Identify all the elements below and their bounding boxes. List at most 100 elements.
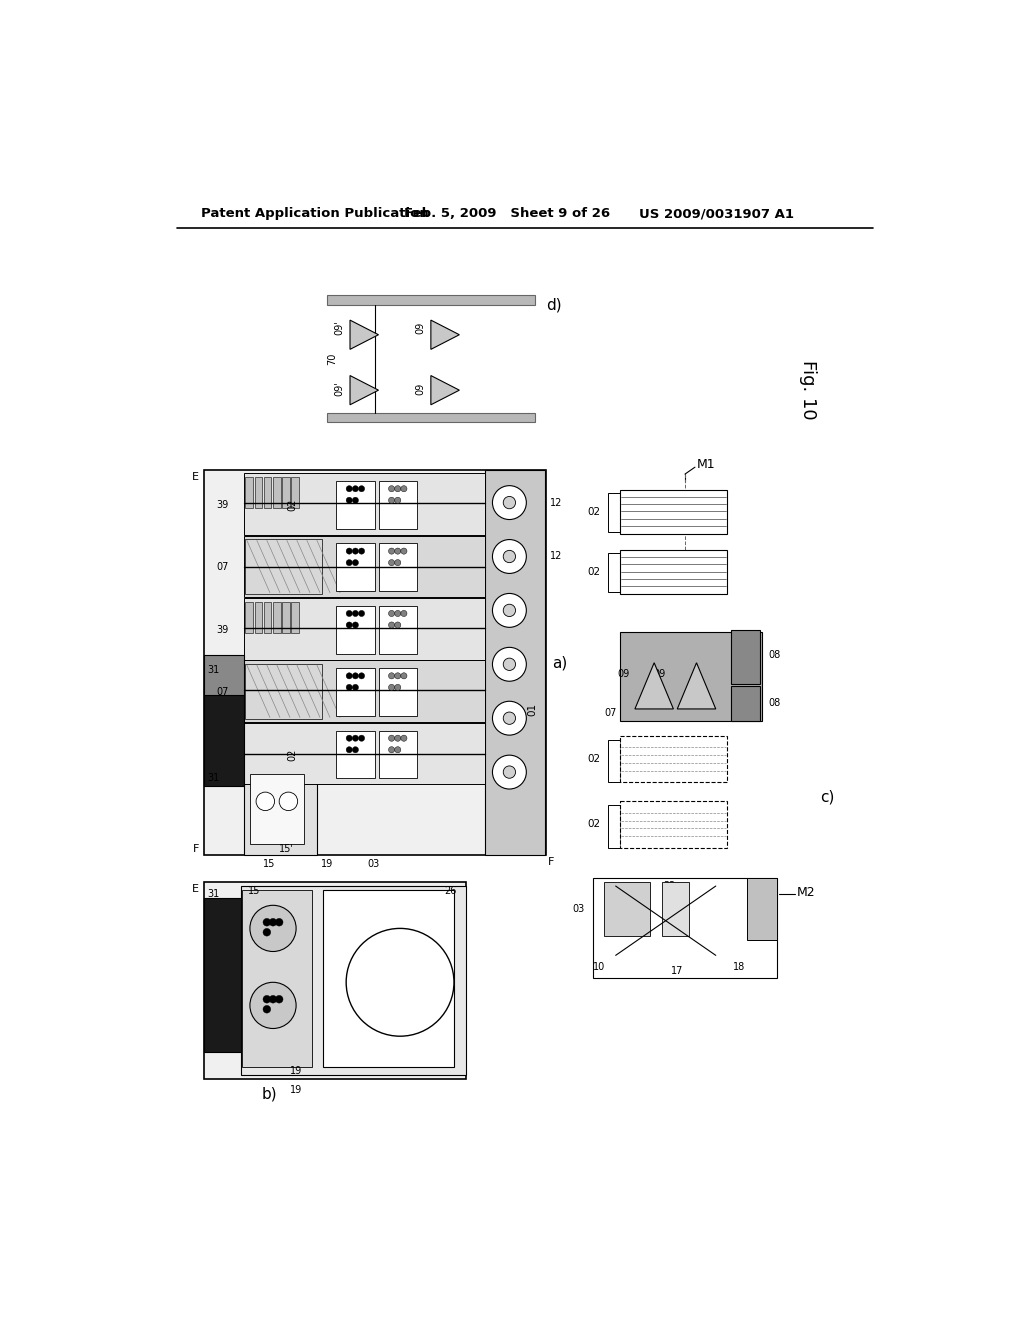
Bar xyxy=(244,598,484,660)
Bar xyxy=(241,886,466,1074)
Circle shape xyxy=(388,610,394,616)
Bar xyxy=(746,878,777,940)
Circle shape xyxy=(400,673,407,678)
Text: 09': 09' xyxy=(335,381,345,396)
Text: 02: 02 xyxy=(587,507,600,517)
Bar xyxy=(204,693,244,785)
Bar xyxy=(204,470,547,855)
Circle shape xyxy=(250,906,296,952)
Bar xyxy=(336,544,375,591)
Bar xyxy=(620,737,727,781)
Polygon shape xyxy=(431,376,460,405)
Circle shape xyxy=(352,747,358,752)
Bar xyxy=(204,655,244,696)
Circle shape xyxy=(275,995,283,1003)
Bar xyxy=(608,805,620,847)
Circle shape xyxy=(388,673,394,678)
Text: 09': 09' xyxy=(335,321,345,335)
Circle shape xyxy=(352,673,358,678)
Circle shape xyxy=(352,622,358,628)
Text: 09: 09 xyxy=(653,669,666,680)
Text: E: E xyxy=(193,884,199,894)
Text: M1: M1 xyxy=(696,458,715,471)
Bar xyxy=(264,478,271,508)
Circle shape xyxy=(346,486,352,492)
Circle shape xyxy=(346,548,352,554)
Circle shape xyxy=(269,995,276,1003)
Circle shape xyxy=(346,747,352,752)
Text: 02: 02 xyxy=(587,566,600,577)
Bar xyxy=(593,878,777,978)
Polygon shape xyxy=(635,663,674,709)
Circle shape xyxy=(493,755,526,789)
Bar xyxy=(323,890,454,1067)
Circle shape xyxy=(346,684,352,690)
Text: a): a) xyxy=(553,655,567,671)
Circle shape xyxy=(503,550,515,562)
Bar xyxy=(620,632,762,721)
Text: 31: 31 xyxy=(207,888,219,899)
Circle shape xyxy=(503,659,515,671)
Text: 07: 07 xyxy=(605,708,617,718)
Text: b): b) xyxy=(261,1086,278,1101)
Circle shape xyxy=(346,673,352,678)
Circle shape xyxy=(493,647,526,681)
Bar xyxy=(336,730,375,779)
Bar xyxy=(327,412,535,422)
Bar xyxy=(246,602,253,632)
Text: 18: 18 xyxy=(733,962,745,972)
Bar xyxy=(246,478,253,508)
Bar xyxy=(608,494,620,532)
Circle shape xyxy=(400,735,407,742)
Bar xyxy=(292,602,299,632)
Circle shape xyxy=(503,496,515,508)
Text: M2: M2 xyxy=(797,886,815,899)
Text: Feb. 5, 2009   Sheet 9 of 26: Feb. 5, 2009 Sheet 9 of 26 xyxy=(403,207,610,220)
Circle shape xyxy=(503,711,515,725)
Circle shape xyxy=(493,594,526,627)
Bar xyxy=(255,602,262,632)
Bar xyxy=(244,536,484,597)
Polygon shape xyxy=(350,321,379,350)
Text: E: E xyxy=(193,471,199,482)
Circle shape xyxy=(388,747,394,752)
Bar xyxy=(283,602,290,632)
Bar xyxy=(379,668,417,715)
Bar xyxy=(379,544,417,591)
Circle shape xyxy=(400,486,407,492)
Circle shape xyxy=(493,540,526,573)
Bar xyxy=(264,602,271,632)
Bar xyxy=(731,686,761,721)
Bar xyxy=(244,660,484,722)
Circle shape xyxy=(263,919,270,927)
Circle shape xyxy=(388,735,394,742)
Text: Patent Application Publication: Patent Application Publication xyxy=(202,207,429,220)
Circle shape xyxy=(358,735,365,742)
Text: 19: 19 xyxy=(762,912,774,921)
Bar xyxy=(620,490,727,535)
Bar xyxy=(273,478,281,508)
Circle shape xyxy=(394,560,400,566)
Circle shape xyxy=(493,701,526,735)
Bar xyxy=(204,898,241,1052)
Text: 02: 02 xyxy=(288,748,298,760)
Circle shape xyxy=(352,498,358,503)
Text: 39: 39 xyxy=(216,624,228,635)
Text: 15: 15 xyxy=(263,859,275,870)
Bar xyxy=(283,478,290,508)
Circle shape xyxy=(358,673,365,678)
Bar xyxy=(336,480,375,529)
Circle shape xyxy=(388,486,394,492)
Circle shape xyxy=(346,610,352,616)
Circle shape xyxy=(263,995,270,1003)
Text: 02: 02 xyxy=(587,820,600,829)
Circle shape xyxy=(394,684,400,690)
Text: Fig. 10: Fig. 10 xyxy=(799,359,817,420)
Text: 70: 70 xyxy=(327,352,337,364)
Bar xyxy=(379,730,417,779)
Circle shape xyxy=(346,735,352,742)
Circle shape xyxy=(394,486,400,492)
Text: F: F xyxy=(193,843,199,854)
Text: 19: 19 xyxy=(290,1085,302,1096)
Circle shape xyxy=(388,684,394,690)
